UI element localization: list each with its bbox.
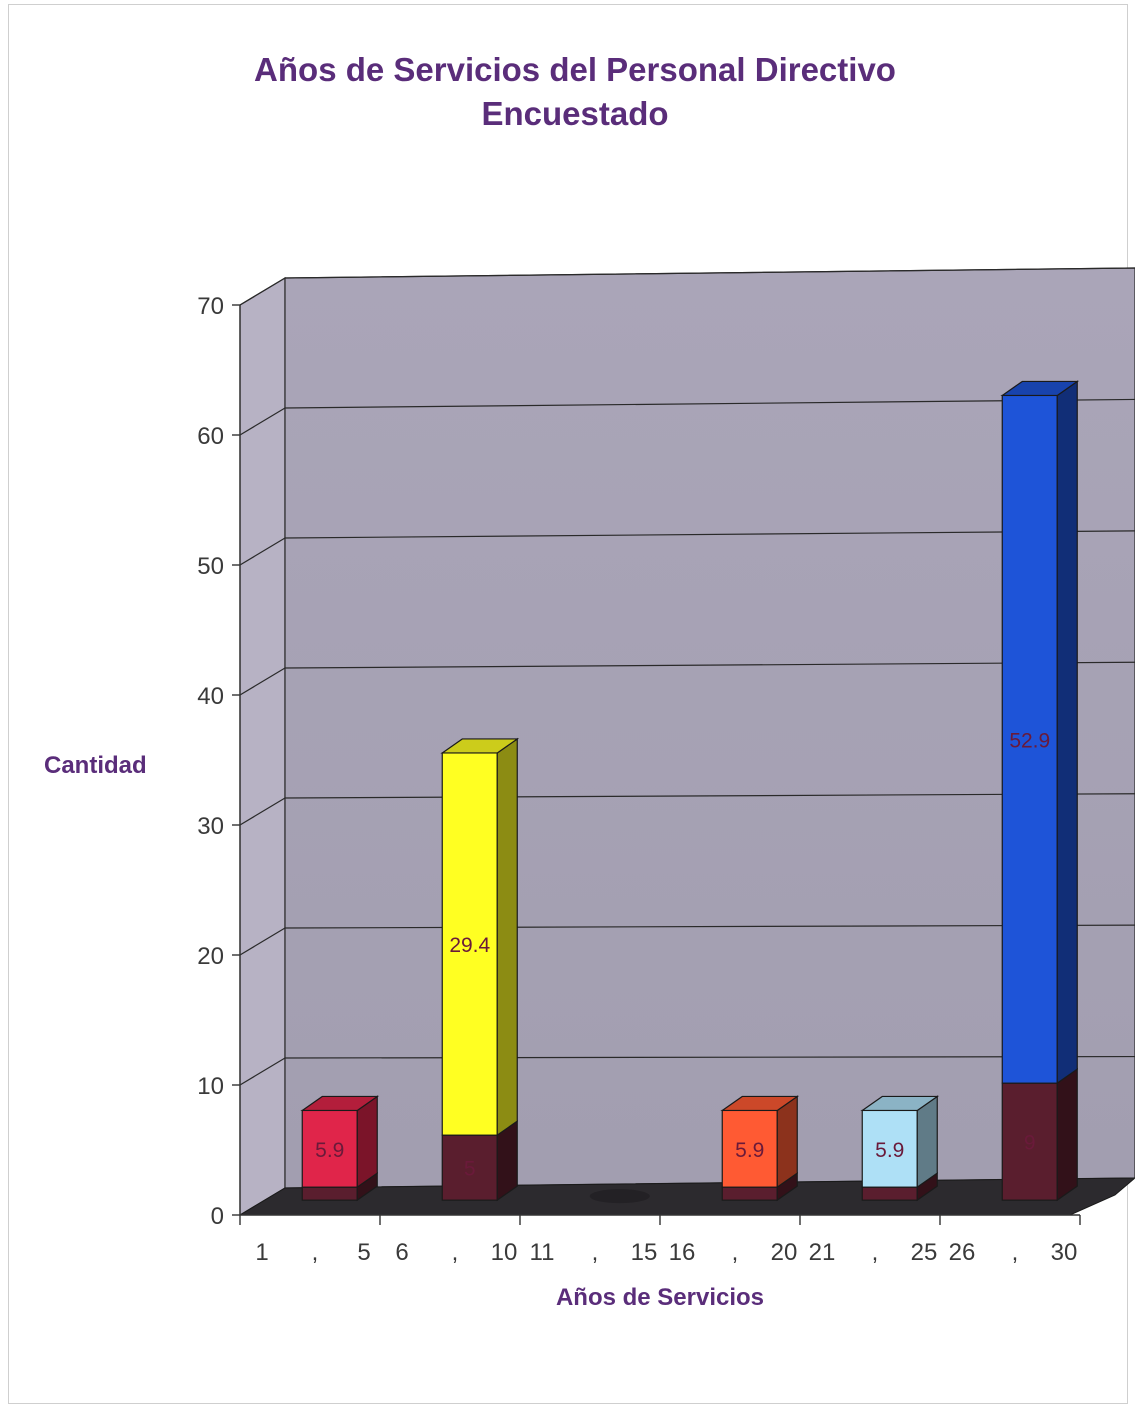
x-tick-labels: 1, 5 6, 10 11, 15 16, 20 21, 25 26, 30 [255, 1239, 1077, 1266]
x-tick-label-left: 16 [669, 1239, 696, 1266]
gridline-side [239, 1057, 286, 1086]
x-tick-label-right: 5 [357, 1239, 370, 1266]
y-tick-label: 40 [197, 683, 224, 710]
bar-segment-top-top [720, 1095, 800, 1112]
x-tick-label-right: 15 [631, 1239, 658, 1266]
x-tick-separator: , [732, 1239, 739, 1266]
bar-segment-top-side [776, 1095, 798, 1189]
bar-segment-top-side [356, 1095, 378, 1189]
bars: 5.9 29.4 5 5.9 5.9 52.9 9 [300, 380, 1080, 1204]
y-tick-labels: 0 10 20 30 40 50 60 70 [197, 293, 224, 1230]
x-tick-separator: , [1012, 1239, 1019, 1266]
gridline-side [239, 797, 286, 826]
x-tick-label-left: 26 [949, 1239, 976, 1266]
data-label-top: 52.9 [1009, 729, 1050, 752]
x-tick-label-right: 10 [491, 1239, 518, 1266]
x-tick-label-right: 20 [771, 1239, 798, 1266]
bar-empty [589, 1189, 650, 1204]
data-label-top: 5.9 [315, 1139, 344, 1162]
gridline [284, 267, 1135, 279]
bar-segment-base [861, 1186, 918, 1201]
data-label-top: 29.4 [449, 934, 490, 957]
bar-segment-base-side [1056, 1067, 1078, 1202]
gridline [284, 398, 1135, 409]
bar-segment-base [721, 1186, 778, 1201]
gridline [284, 530, 1135, 539]
gridlines [239, 267, 1135, 1086]
x-tick-separator: , [452, 1239, 459, 1266]
y-tick-label: 0 [211, 1203, 224, 1230]
bar-segment-top [721, 1109, 778, 1188]
bar-segment-top [1001, 394, 1058, 1084]
x-tick-label-left: 1 [255, 1239, 268, 1266]
x-tick-label-right: 25 [911, 1239, 938, 1266]
y-tick-label: 60 [197, 423, 224, 450]
y-tick-label: 10 [197, 1073, 224, 1100]
bar-segment-top-top [300, 1095, 380, 1112]
bar-segment-top-top [440, 738, 520, 754]
data-label-top: 5.9 [735, 1139, 764, 1162]
bar-segment-top-top [1000, 380, 1080, 397]
gridline-side [239, 667, 286, 696]
x-tick-label-right: 30 [1051, 1239, 1078, 1266]
chart-title: Años de Servicios del Personal Directivo… [140, 48, 1010, 136]
gridline [284, 1055, 1135, 1059]
data-label-base: 9 [1024, 1132, 1036, 1155]
x-axis-title: Años de Servicios [556, 1284, 764, 1311]
data-label-top: 5.9 [875, 1139, 904, 1162]
chart-title-line-2: Encuestado [481, 95, 669, 132]
y-tick-label: 30 [197, 813, 224, 840]
bar-segment-base [301, 1186, 358, 1201]
x-tick-label-left: 21 [809, 1239, 836, 1266]
bar-segment-top-side [916, 1095, 938, 1189]
gridline [284, 924, 1135, 929]
x-tick-separator: , [312, 1239, 319, 1266]
bar-segment-base [1001, 1082, 1058, 1201]
gridline-side [239, 927, 286, 956]
x-tick-separator: , [592, 1239, 599, 1266]
y-tick-label: 50 [197, 553, 224, 580]
x-tick-label-left: 11 [530, 1239, 555, 1266]
gridline [284, 793, 1135, 799]
y-axis-title: Cantidad [44, 752, 147, 779]
gridline [284, 661, 1135, 669]
x-tick-label-left: 6 [395, 1239, 408, 1266]
gridline-side [239, 277, 286, 306]
side-wall [239, 276, 286, 1217]
bar-segment-base [441, 1134, 498, 1201]
y-tick-label: 20 [197, 943, 224, 970]
chart-title-line-1: Años de Servicios del Personal Directivo [254, 51, 896, 88]
data-label-base: 5 [464, 1158, 476, 1181]
axes [232, 304, 1081, 1225]
gridline-side [239, 407, 286, 436]
bar-segment-top-side [1056, 380, 1078, 1085]
bar-segment-top-top [860, 1095, 940, 1112]
x-tick-separator: , [872, 1239, 879, 1266]
bar-segment-top [441, 752, 498, 1136]
bar-segment-top-side [496, 737, 518, 1137]
y-tick-label: 70 [197, 293, 224, 320]
gridline-side [239, 537, 286, 566]
bar-segment-top [861, 1109, 918, 1188]
